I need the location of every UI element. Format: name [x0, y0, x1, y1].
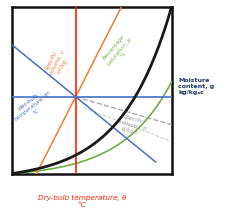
Text: Specific
volume, v
m³/kg: Specific volume, v m³/kg — [43, 47, 71, 79]
Text: Dry-bulb temperature, θ
°C: Dry-bulb temperature, θ °C — [38, 195, 126, 209]
Text: Specific
enthalpy, h
kJ/kgₐᴄ: Specific enthalpy, h kJ/kgₐᴄ — [115, 113, 147, 137]
Text: Wet-bulb
temperature, θ*
°C: Wet-bulb temperature, θ* °C — [10, 87, 55, 127]
Text: Percentage
saturation, μ
%: Percentage saturation, μ % — [101, 33, 136, 70]
Text: Moisture
content, g
kg/kgₐᴄ: Moisture content, g kg/kgₐᴄ — [177, 78, 213, 95]
